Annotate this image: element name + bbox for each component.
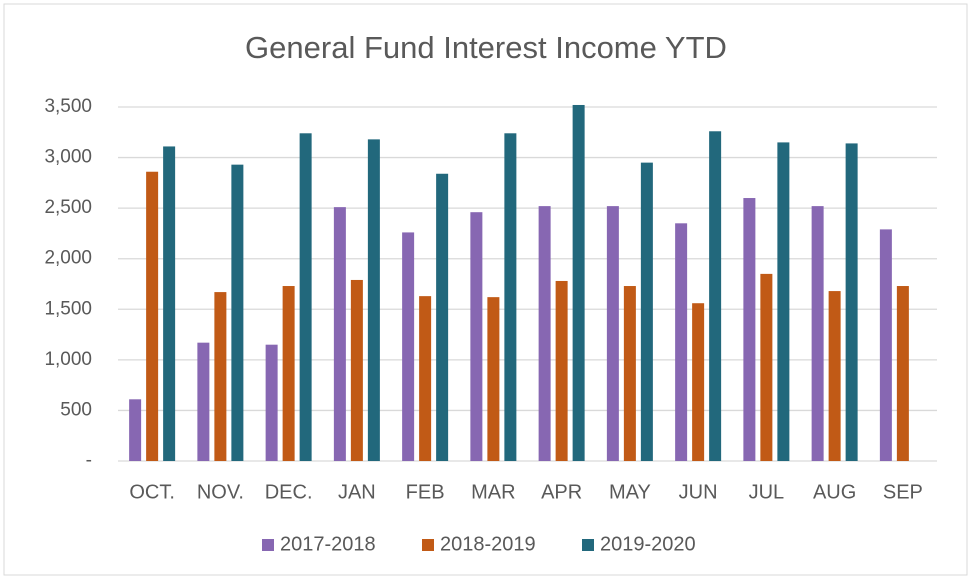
bar bbox=[419, 296, 432, 461]
bar bbox=[402, 232, 415, 461]
bar bbox=[436, 173, 449, 462]
legend-swatch bbox=[422, 539, 434, 551]
y-tick-label: 2,500 bbox=[44, 197, 92, 218]
bar bbox=[214, 292, 227, 461]
bar bbox=[777, 142, 790, 461]
x-tick-label: OCT. bbox=[129, 481, 175, 503]
y-tick-label: 3,500 bbox=[44, 96, 92, 117]
bar bbox=[709, 131, 722, 461]
x-tick-label: JUL bbox=[749, 481, 785, 503]
bar bbox=[845, 143, 858, 461]
bar bbox=[640, 162, 653, 461]
bar bbox=[743, 198, 756, 461]
bar bbox=[146, 171, 159, 461]
bar bbox=[350, 279, 363, 461]
bar bbox=[299, 133, 312, 461]
legend-label: 2017-2018 bbox=[280, 533, 376, 555]
x-tick-label: JUN bbox=[679, 481, 718, 503]
legend-label: 2018-2019 bbox=[440, 533, 536, 555]
bar bbox=[879, 229, 892, 461]
bar bbox=[760, 273, 773, 461]
bar bbox=[367, 139, 380, 461]
x-tick-label: APR bbox=[541, 481, 582, 503]
x-tick-label: AUG bbox=[813, 481, 856, 503]
y-tick-label: 1,000 bbox=[44, 349, 92, 370]
legend-swatch bbox=[262, 539, 274, 551]
bar bbox=[231, 164, 244, 461]
y-tick-label: 500 bbox=[60, 399, 92, 420]
x-tick-label: MAY bbox=[609, 481, 651, 503]
bar bbox=[828, 291, 841, 461]
y-tick-label: - bbox=[86, 450, 92, 471]
y-tick-label: 1,500 bbox=[44, 298, 92, 319]
bar bbox=[623, 286, 636, 461]
x-tick-label: JAN bbox=[338, 481, 376, 503]
legend-swatch bbox=[582, 539, 594, 551]
x-tick-label: FEB bbox=[406, 481, 445, 503]
bar bbox=[163, 146, 176, 461]
bar bbox=[487, 297, 500, 461]
x-tick-label: NOV. bbox=[197, 481, 244, 503]
bar bbox=[896, 286, 909, 461]
bar bbox=[811, 206, 824, 461]
x-tick-label: DEC. bbox=[265, 481, 313, 503]
bar bbox=[692, 303, 705, 461]
chart-title: General Fund Interest Income YTD bbox=[245, 30, 727, 65]
x-tick-label: MAR bbox=[471, 481, 515, 503]
y-tick-label: 2,000 bbox=[44, 248, 92, 269]
legend-label: 2019-2020 bbox=[600, 533, 696, 555]
bar bbox=[606, 206, 619, 461]
bar bbox=[555, 280, 568, 461]
y-tick-label: 3,000 bbox=[44, 147, 92, 168]
bar bbox=[265, 344, 278, 461]
bar bbox=[333, 207, 346, 461]
bar bbox=[197, 342, 210, 461]
bar bbox=[470, 212, 483, 461]
bar bbox=[129, 399, 142, 461]
bar bbox=[538, 206, 551, 461]
bar bbox=[282, 286, 295, 461]
bar bbox=[572, 104, 585, 461]
bar bbox=[504, 133, 517, 461]
bar bbox=[675, 223, 688, 461]
x-tick-label: SEP bbox=[883, 481, 923, 503]
